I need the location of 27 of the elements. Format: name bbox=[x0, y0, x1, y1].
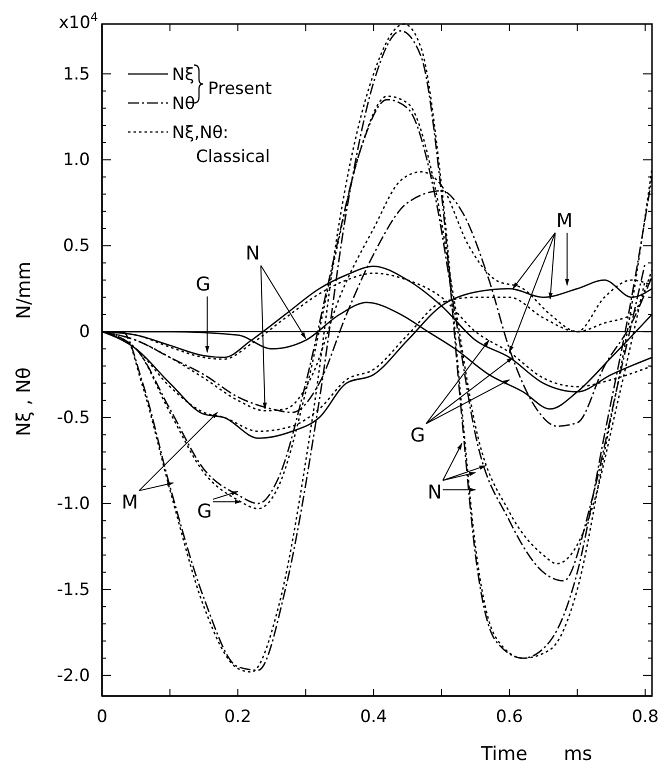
annotation: N bbox=[246, 242, 260, 265]
y-tick-label: -2.0 bbox=[56, 666, 90, 686]
legend-label: Nξ bbox=[172, 65, 194, 85]
annotation: Present bbox=[208, 79, 272, 99]
annotation: G bbox=[197, 500, 212, 522]
annotation: M bbox=[122, 492, 138, 514]
y-tick-label: -0.5 bbox=[56, 408, 90, 428]
x-tick-label: 0.6 bbox=[496, 707, 523, 728]
y-tick-label: 0.5 bbox=[62, 236, 90, 256]
annotation: G bbox=[410, 424, 426, 447]
legend-label: Nξ,Nθ: Classical bbox=[172, 123, 270, 167]
y-tick-label: -1.0 bbox=[56, 494, 90, 514]
x-axis-title: Time ms bbox=[480, 743, 592, 765]
y-tick-label: 1.5 bbox=[62, 64, 90, 84]
x-tick-label: 0.2 bbox=[224, 707, 252, 728]
text: x10$^{4}$ bbox=[58, 10, 98, 33]
legend-label: Nθ bbox=[172, 94, 196, 114]
annotation: G bbox=[196, 273, 211, 296]
annotation: M bbox=[556, 210, 573, 232]
x-tick-label: 0 bbox=[96, 707, 108, 728]
y-tick-label: 1.0 bbox=[62, 150, 90, 170]
y-tick-label: 0 bbox=[79, 322, 90, 342]
y-axis-title: Nξ , Nθ N/mm bbox=[13, 261, 35, 436]
annotation: N bbox=[428, 481, 442, 504]
x-tick-label: 0.4 bbox=[360, 707, 388, 728]
y-tick-label: -1.5 bbox=[56, 580, 90, 600]
x-tick-label: 0.8 bbox=[632, 707, 659, 728]
